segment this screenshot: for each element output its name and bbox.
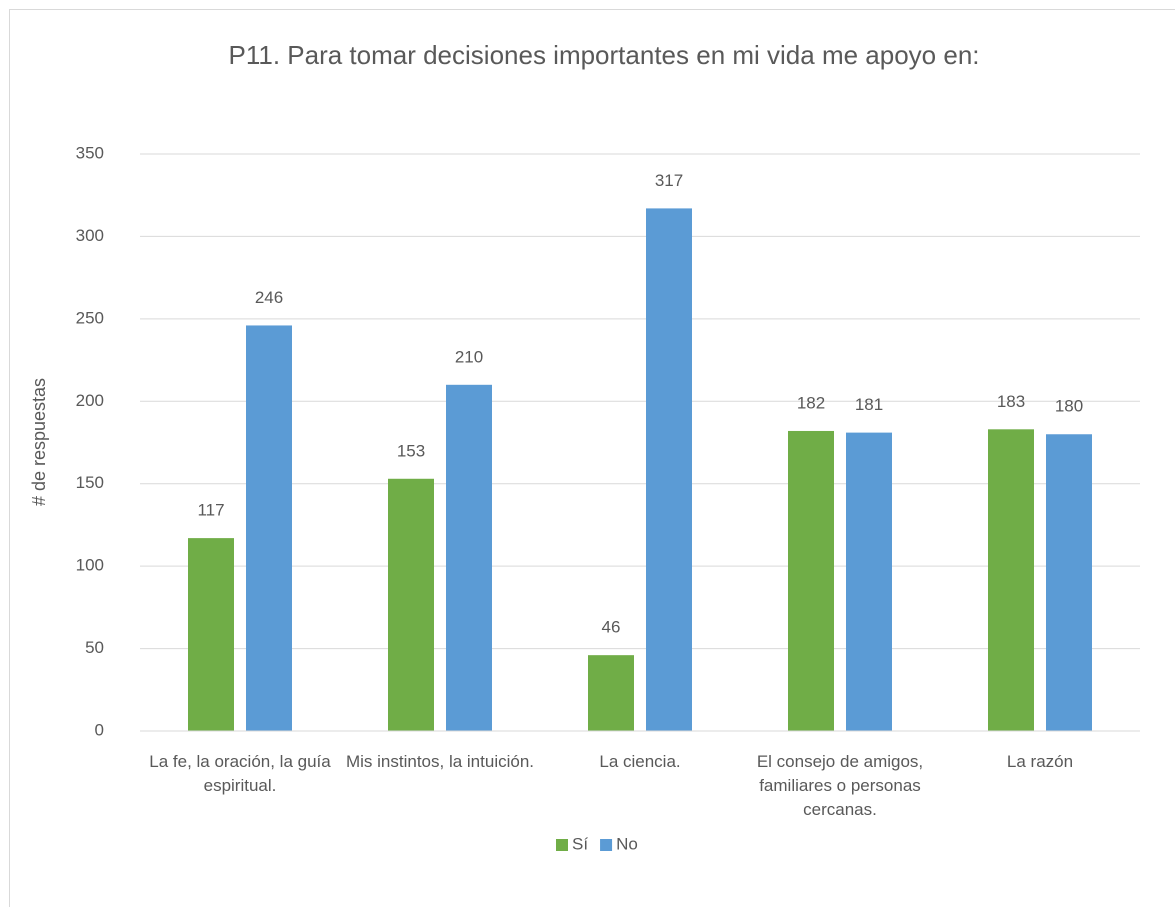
bar <box>788 430 834 731</box>
x-tick-label: El consejo de amigos, familiares o perso… <box>756 752 924 819</box>
data-label: 153 <box>397 441 425 460</box>
bar <box>388 478 434 731</box>
data-label: 183 <box>997 392 1025 411</box>
data-label: 181 <box>855 395 883 414</box>
legend-label: Sí <box>572 834 588 853</box>
x-tick-label: La razón <box>1006 752 1074 771</box>
y-tick-label: 250 <box>76 308 104 327</box>
legend-swatch <box>556 839 568 851</box>
data-label: 180 <box>1055 397 1083 416</box>
data-label: 182 <box>797 393 825 412</box>
y-tick-label: 200 <box>76 391 104 410</box>
x-tick-label: Mis instintos, la intuición. <box>345 752 535 771</box>
bar <box>988 429 1034 731</box>
y-tick-label: 300 <box>76 226 104 245</box>
y-tick-label: 0 <box>95 720 104 739</box>
y-tick-label: 150 <box>76 473 104 492</box>
data-label: 210 <box>455 347 483 366</box>
bar <box>446 384 492 731</box>
y-tick-label: 350 <box>76 143 104 162</box>
x-tick-label: La fe, la oración, la guía espiritual. <box>149 752 331 795</box>
data-label: 246 <box>255 288 283 307</box>
bar <box>1046 434 1092 731</box>
chart-border <box>9 9 1175 907</box>
data-label: 117 <box>197 501 224 520</box>
bar <box>646 208 692 732</box>
legend-label: No <box>616 834 638 853</box>
legend-swatch <box>600 839 613 851</box>
data-label: 46 <box>602 618 621 637</box>
bar <box>246 325 292 731</box>
bar <box>846 432 892 731</box>
chart-title: P11. Para tomar decisiones importantes e… <box>228 40 979 70</box>
data-label: 317 <box>655 171 683 190</box>
y-tick-label: 100 <box>76 556 104 575</box>
bar <box>188 538 234 731</box>
y-tick-label: 50 <box>85 638 104 657</box>
y-axis-label: # de respuestas <box>29 378 49 506</box>
bar <box>588 655 634 731</box>
x-tick-label: La ciencia. <box>599 752 681 771</box>
